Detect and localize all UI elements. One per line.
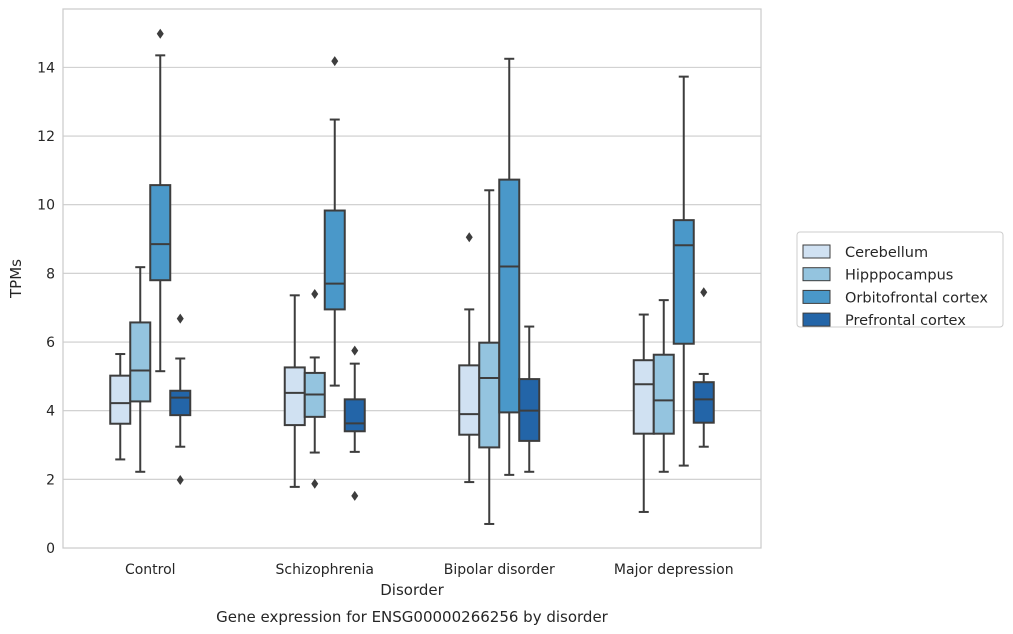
box <box>323 209 346 311</box>
outlier-point <box>465 232 473 243</box>
box-group <box>129 266 152 473</box>
box-group <box>498 57 521 476</box>
box-group <box>303 288 326 489</box>
box <box>458 364 481 436</box>
box-group <box>652 299 675 473</box>
box <box>498 178 521 414</box>
box-group <box>632 313 655 513</box>
box-group <box>149 28 172 373</box>
box-group <box>692 287 715 448</box>
box-group <box>109 353 132 461</box>
legend-swatch <box>802 244 831 259</box>
legend-swatch <box>802 312 831 327</box>
legend-swatch <box>802 289 831 304</box>
box-group <box>323 56 346 387</box>
outlier-point <box>311 288 319 299</box>
x-tick-label: Control <box>125 562 176 578</box>
legend-frame <box>796 231 1004 328</box>
box <box>109 374 132 425</box>
x-tick-label: Major depression <box>614 562 734 578</box>
legend-label: Cerebellum <box>845 245 928 261</box>
y-axis-ticks: 0 2 4 6 8 10 12 14 <box>37 60 55 557</box>
outlier-point <box>156 28 164 39</box>
legend-swatch <box>802 267 831 282</box>
y-tick-label: 14 <box>37 60 55 76</box>
outlier-point <box>176 313 184 324</box>
x-tick-label: Bipolar disorder <box>444 562 555 578</box>
x-tick-label: Schizophrenia <box>276 562 374 578</box>
outlier-point <box>351 345 359 356</box>
gridlines <box>63 66 761 549</box>
plot-frame <box>62 8 762 549</box>
box-group <box>478 189 501 525</box>
legend: Cerebellum Hipppocampus Orbitofrontal cort… <box>796 231 1004 329</box>
box <box>692 381 715 424</box>
legend-label: Orbitofrontal cortex <box>845 290 988 306</box>
outlier-point <box>311 478 319 489</box>
box-group <box>169 313 192 486</box>
legend-label: Hipppocampus <box>845 268 953 284</box>
box-group <box>672 75 695 467</box>
box <box>343 398 366 433</box>
legend-label: Prefrontal cortex <box>845 313 966 329</box>
outlier-point <box>351 490 359 501</box>
outlier-point <box>331 56 339 67</box>
y-tick-label: 2 <box>46 472 55 488</box>
box-group <box>458 232 481 484</box>
outlier-point <box>176 475 184 486</box>
x-axis-label: Disorder <box>380 581 444 599</box>
chart-caption: Gene expression for ENSG00000266256 by d… <box>216 608 609 626</box>
y-tick-label: 0 <box>46 541 55 557</box>
box <box>632 359 655 435</box>
box <box>672 219 695 345</box>
box <box>478 341 501 449</box>
y-tick-label: 6 <box>46 335 55 351</box>
y-axis-label: TPMs <box>7 259 25 299</box>
y-tick-label: 12 <box>37 129 55 145</box>
box <box>652 353 675 435</box>
box-groups <box>109 28 715 525</box>
box-group <box>283 294 306 488</box>
box-group <box>518 325 541 473</box>
y-tick-label: 8 <box>46 266 55 282</box>
box <box>283 366 306 427</box>
box-group <box>343 345 366 501</box>
box <box>169 389 192 417</box>
outlier-point <box>700 287 708 298</box>
box <box>129 321 152 403</box>
box <box>149 184 172 282</box>
x-axis-ticks: Control Schizophrenia Bipolar disorder Majo… <box>125 562 734 578</box>
y-tick-label: 10 <box>37 198 55 214</box>
y-tick-label: 4 <box>46 404 55 420</box>
